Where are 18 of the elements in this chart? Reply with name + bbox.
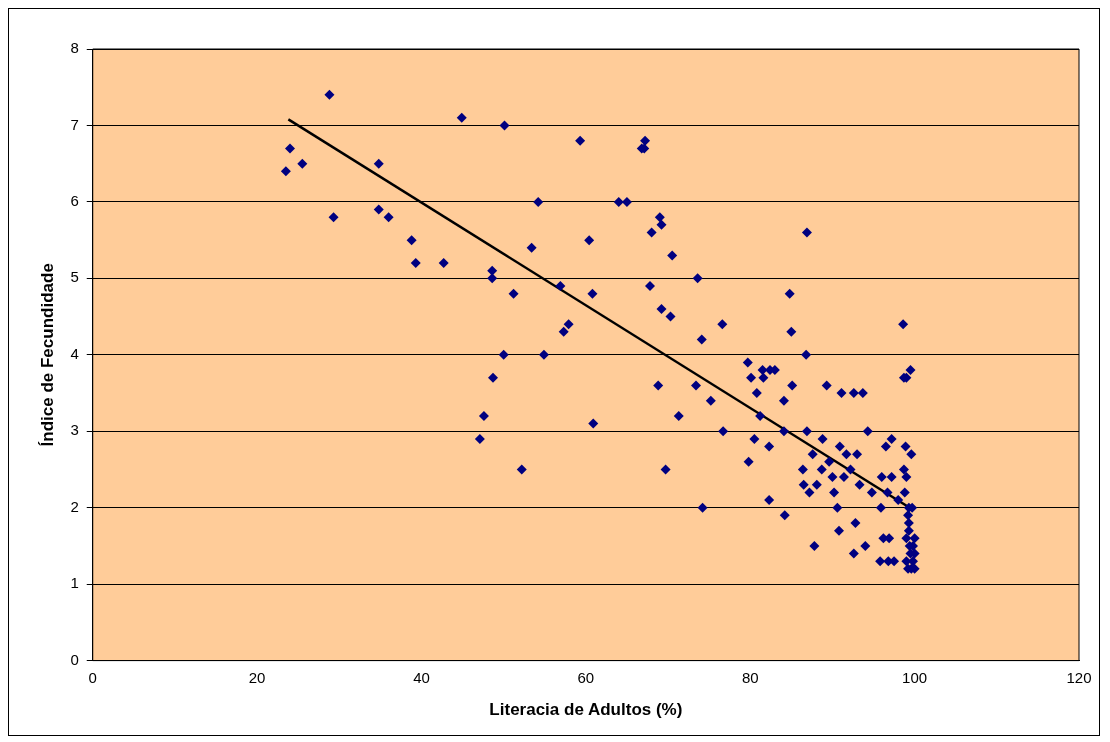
- y-tick-label: 2: [70, 497, 79, 515]
- y-tick-label: 7: [70, 115, 79, 133]
- x-tick-label: 60: [577, 668, 595, 686]
- y-tick-label: 1: [70, 574, 79, 592]
- y-tick-label: 3: [70, 421, 79, 439]
- x-tick-label: 0: [88, 668, 97, 686]
- y-tick-label: 5: [70, 268, 79, 286]
- x-tick-label: 20: [248, 668, 266, 686]
- x-tick-label: 120: [1066, 668, 1092, 686]
- y-tick-label: 8: [70, 39, 79, 57]
- x-axis-title: Literacia de Adultos (%): [489, 700, 683, 720]
- x-tick-label: 100: [902, 668, 928, 686]
- y-tick-label: 4: [70, 344, 79, 362]
- x-tick-label: 80: [741, 668, 759, 686]
- y-tick-label: 6: [70, 192, 79, 210]
- x-tick-label: 40: [413, 668, 430, 686]
- y-axis-title: Índice de Fecundidade: [37, 263, 57, 447]
- y-tick-label: 0: [70, 650, 79, 668]
